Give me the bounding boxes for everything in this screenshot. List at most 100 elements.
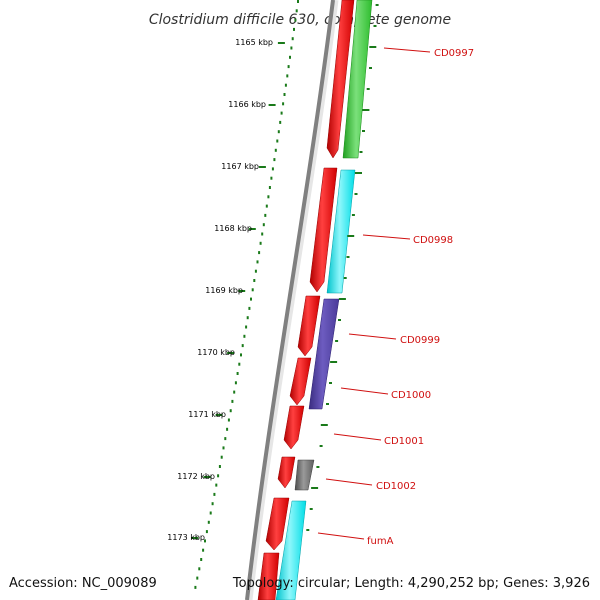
ruler-dot — [226, 427, 229, 431]
ruler-dot — [238, 362, 241, 366]
ruler-label: 1169 kbp — [205, 286, 243, 295]
outer-ticks — [306, 4, 379, 531]
outer-tick — [343, 277, 347, 279]
gene-label-cd1001[interactable]: CD1001 — [384, 436, 424, 447]
outer-tick — [346, 256, 350, 258]
forward-gene — [265, 497, 290, 551]
category-genes — [275, 0, 373, 600]
backbone-line — [245, 0, 335, 600]
ruler-dot — [233, 390, 236, 394]
leader-line — [340, 387, 389, 395]
ruler-dotted-line — [194, 0, 299, 589]
leader-line — [362, 234, 411, 240]
map-title: Clostridium difficile 630, complete geno… — [149, 12, 451, 28]
ruler-dot — [194, 585, 197, 589]
gene-bar-cd0999-cd1000 — [308, 298, 340, 410]
outer-tick — [319, 445, 323, 447]
genome-summary-text: Topology: circular; Length: 4,290,252 bp… — [232, 576, 590, 591]
gene-label-cd0997[interactable]: CD0997 — [434, 48, 474, 59]
gene-label-cd0998[interactable]: CD0998 — [413, 235, 453, 246]
outer-tick — [329, 382, 332, 384]
ruler-tick — [277, 42, 285, 44]
ruler-dot — [204, 539, 206, 543]
ruler-label: 1168 kbp — [214, 224, 252, 233]
ruler-dot — [236, 372, 239, 375]
ruler-dot — [209, 511, 212, 515]
leader-line — [348, 333, 397, 340]
ruler-dot — [198, 567, 201, 571]
ruler-tick — [268, 104, 276, 106]
forward-gene — [309, 167, 338, 293]
ruler-dot — [283, 93, 286, 96]
outer-tick — [373, 25, 377, 27]
forward-gene — [283, 405, 305, 450]
outer-tick — [362, 130, 365, 132]
gene-label-cd0999[interactable]: CD0999 — [400, 335, 440, 346]
gene-bar-cd0997 — [342, 0, 373, 159]
leader-line — [333, 433, 382, 441]
ruler-dot — [248, 306, 251, 310]
ruler-tick — [238, 290, 246, 292]
ruler-dot — [267, 195, 270, 199]
ruler-dot — [231, 399, 234, 403]
ruler-dot — [262, 223, 265, 227]
ruler-label: 1165 kbp — [235, 38, 273, 47]
forward-gene — [277, 456, 296, 489]
ruler-dot — [297, 0, 299, 3]
ruler-dot — [258, 251, 261, 255]
gene-labels: CD0997 CD0998 CD0999 CD1000 CD1001 CD100… — [317, 47, 474, 547]
ruler-dot — [265, 204, 268, 208]
ruler-dot — [294, 18, 297, 22]
gene-label-cd1000[interactable]: CD1000 — [391, 390, 431, 401]
forward-gene — [326, 0, 355, 159]
ruler-dot — [264, 213, 267, 217]
gene-label-cd1002[interactable]: CD1002 — [376, 481, 416, 492]
ruler-dot — [245, 325, 248, 329]
outer-tick — [355, 172, 362, 174]
ruler-dot — [261, 232, 264, 236]
ruler-dot — [282, 102, 285, 106]
ruler-label: 1172 kbp — [177, 472, 215, 481]
outer-tick — [338, 298, 346, 300]
outer-tick — [366, 88, 370, 90]
ruler-dot — [295, 9, 298, 13]
ruler-dot — [284, 83, 287, 87]
ruler-dot — [229, 409, 232, 413]
ruler-tick — [227, 352, 235, 354]
ruler-dot — [290, 46, 293, 50]
ruler-dot — [270, 176, 273, 180]
ruler-dot — [251, 288, 254, 292]
outer-tick — [354, 193, 358, 195]
ruler-dot — [241, 344, 244, 348]
outer-tick — [320, 424, 328, 426]
ruler-dot — [274, 148, 277, 152]
ruler-dot — [279, 120, 282, 124]
forward-strand-genes — [257, 0, 355, 600]
ruler-dot — [286, 74, 289, 78]
outer-tick — [362, 109, 370, 111]
ruler-label: 1173 kbp — [167, 533, 205, 542]
ruler-tick — [191, 537, 199, 539]
outer-tick — [338, 319, 341, 321]
ruler-dot — [220, 455, 223, 459]
forward-gene — [257, 552, 280, 600]
ruler-tick — [248, 228, 256, 230]
ruler-dot — [224, 437, 227, 441]
outer-tick — [316, 466, 320, 468]
ruler-label: 1166 kbp — [228, 100, 266, 109]
ruler-dot — [196, 576, 199, 580]
ruler-dot — [250, 297, 252, 301]
ruler-ticks — [191, 42, 285, 539]
ruler-dot — [276, 139, 279, 143]
ruler-dot — [289, 55, 291, 59]
outer-tick — [359, 151, 363, 153]
ruler-dot — [202, 548, 205, 552]
ruler-dot — [273, 158, 276, 162]
ruler-dot — [207, 520, 210, 524]
forward-gene — [297, 295, 321, 357]
gene-label-fumA[interactable]: fumA — [367, 536, 394, 547]
ruler-dot — [256, 260, 259, 264]
ruler-dot — [234, 381, 237, 385]
ruler-dot — [215, 483, 218, 487]
